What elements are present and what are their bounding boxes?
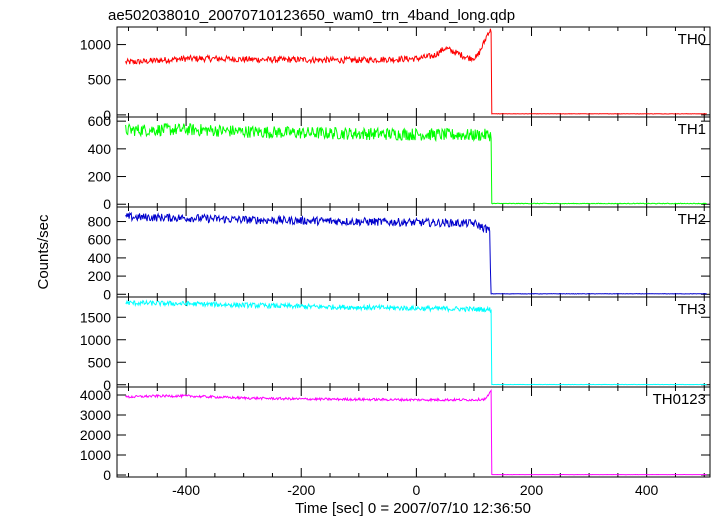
y-tick-label: 500 bbox=[88, 72, 112, 88]
y-tick-label: 0 bbox=[103, 196, 111, 212]
x-tick-label: 400 bbox=[635, 482, 659, 498]
x-tick-label: 0 bbox=[412, 482, 420, 498]
y-tick-label: 0 bbox=[103, 286, 111, 302]
x-axis-label: Time [sec] 0 = 2007/07/10 12:36:50 bbox=[295, 500, 531, 516]
y-tick-label: 0 bbox=[103, 107, 111, 123]
series-label: TH1 bbox=[678, 121, 706, 138]
panel-frame bbox=[116, 386, 711, 478]
y-tick-label: 0 bbox=[103, 377, 111, 393]
y-tick-label: 1500 bbox=[80, 309, 111, 325]
series-label: TH0 bbox=[678, 31, 706, 48]
y-tick-label: 400 bbox=[88, 250, 112, 266]
y-tick-label: 1000 bbox=[80, 332, 111, 348]
y-tick-label: 4000 bbox=[80, 387, 111, 403]
y-tick-label: 600 bbox=[88, 113, 112, 129]
series-label: TH3 bbox=[678, 301, 706, 318]
x-tick-label: 200 bbox=[520, 482, 544, 498]
y-axis-label: Counts/sec bbox=[35, 214, 52, 290]
y-tick-label: 400 bbox=[88, 141, 112, 157]
panel-frame bbox=[116, 116, 711, 208]
y-tick-label: 2000 bbox=[80, 427, 111, 443]
series-label: TH0123 bbox=[653, 391, 706, 408]
series-line bbox=[125, 211, 707, 295]
chart-title: ae502038010_20070710123650_wam0_trn_4ban… bbox=[108, 7, 515, 24]
series-line bbox=[125, 28, 707, 115]
panel-frame bbox=[116, 26, 711, 118]
y-tick-label: 800 bbox=[88, 214, 112, 230]
y-tick-label: 1000 bbox=[80, 37, 111, 53]
panel-frame bbox=[116, 296, 711, 388]
y-tick-label: 200 bbox=[88, 268, 112, 284]
series-label: TH2 bbox=[678, 211, 706, 228]
series-line bbox=[125, 389, 707, 476]
y-tick-label: 600 bbox=[88, 232, 112, 248]
y-tick-label: 0 bbox=[103, 467, 111, 483]
x-tick-label: -200 bbox=[287, 482, 315, 498]
y-tick-label: 500 bbox=[88, 354, 112, 370]
x-tick-label: -400 bbox=[172, 482, 200, 498]
series-line bbox=[125, 122, 707, 205]
series-line bbox=[125, 299, 707, 386]
panels-group: 0 500 1000 TH0 0 200 400 600 TH1 0 200 400 600 800 TH2… bbox=[80, 26, 711, 498]
y-tick-label: 200 bbox=[88, 169, 112, 185]
y-tick-label: 3000 bbox=[80, 407, 111, 423]
y-tick-label: 1000 bbox=[80, 447, 111, 463]
